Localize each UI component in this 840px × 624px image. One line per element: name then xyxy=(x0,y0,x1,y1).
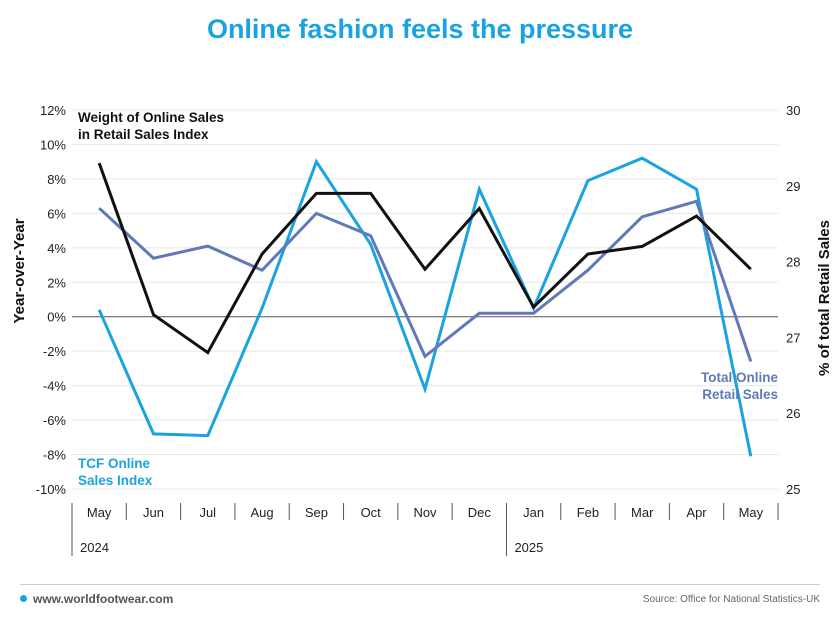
y-left-tick-label: 4% xyxy=(47,241,66,256)
y-right-tick-label: 26 xyxy=(786,406,800,421)
y-right-tick-label: 29 xyxy=(786,179,800,194)
series-labels: TCF Online Sales Index Total Online Retail … xyxy=(78,110,778,488)
gridlines xyxy=(72,109,778,490)
y-left-tick-label: 0% xyxy=(47,310,66,325)
y-left-tick-label: 10% xyxy=(40,137,66,152)
series-label-line: Retail Sales xyxy=(702,387,778,402)
y-left-tick-label: 2% xyxy=(47,275,66,290)
x-tick-label: May xyxy=(739,505,764,520)
x-tick-label: Jul xyxy=(199,505,216,520)
y-left-tick-label: -4% xyxy=(43,379,67,394)
series-label-line: Weight of Online Sales xyxy=(78,110,224,125)
series-label-line: Sales Index xyxy=(78,473,153,488)
y-left-tick-label: -8% xyxy=(43,448,67,463)
series-label: Total Online Retail Sales xyxy=(701,370,778,402)
series-label-line: Total Online xyxy=(701,370,778,385)
x-tick-label: Mar xyxy=(631,505,654,520)
footer-source: Source: Office for National Statistics-U… xyxy=(642,594,820,605)
line-chart: May Jun Jul Aug Sep Oct Nov Dec Jan Feb Mar Apr May 2… xyxy=(11,103,833,556)
y-right-tick-label: 27 xyxy=(786,330,800,345)
series-lines xyxy=(97,156,753,457)
series-label-line: in Retail Sales Index xyxy=(78,127,209,142)
x-tick-label: Jun xyxy=(143,505,164,520)
x-tick-label: Aug xyxy=(251,505,274,520)
x-tick-label: Apr xyxy=(686,505,707,520)
y-axis-left: 12% 10% 8% 6% 4% 2% 0% -2% -4% -6% -8% -10% xyxy=(36,103,67,497)
x-axis: May Jun Jul Aug Sep Oct Nov Dec Jan Feb Mar Apr May 2… xyxy=(71,503,779,556)
y-right-tick-label: 30 xyxy=(786,103,800,118)
y-left-tick-label: 12% xyxy=(40,103,66,118)
y-axis-right: 30 29 28 27 26 25 xyxy=(786,103,800,497)
x-tick-label: Feb xyxy=(577,505,599,520)
x-tick-label: Sep xyxy=(305,505,328,520)
footer-divider xyxy=(20,584,820,585)
x-tick-label: May xyxy=(87,505,112,520)
y-left-tick-label: -10% xyxy=(36,482,67,497)
footer-website[interactable]: www.worldfootwear.com xyxy=(20,592,173,606)
chart-title: Online fashion feels the pressure xyxy=(206,14,634,44)
series-label-line: TCF Online xyxy=(78,456,150,471)
year-label: 2024 xyxy=(80,540,109,555)
series-line xyxy=(97,156,753,457)
y-left-tick-label: -2% xyxy=(43,344,67,359)
series-line xyxy=(98,199,753,362)
series-label: Weight of Online Sales in Retail Sales In… xyxy=(78,110,224,142)
y-right-tick-label: 28 xyxy=(786,255,800,270)
x-tick-label: Nov xyxy=(413,505,437,520)
x-tick-label: Oct xyxy=(361,505,382,520)
series-label: TCF Online Sales Index xyxy=(78,456,153,488)
y-left-tick-label: 6% xyxy=(47,206,66,221)
series-line xyxy=(97,162,752,355)
bullet-dot-icon xyxy=(20,595,27,603)
y-axis-right-title: % of total Retail Sales xyxy=(816,220,833,376)
y-axis-left-title: Year-over-Year xyxy=(11,218,28,323)
x-tick-label: Dec xyxy=(468,505,492,520)
y-right-tick-label: 25 xyxy=(786,482,800,497)
website-link[interactable]: www.worldfootwear.com xyxy=(33,592,174,606)
x-tick-label: Jan xyxy=(523,505,544,520)
y-left-tick-label: 8% xyxy=(47,172,66,187)
year-label: 2025 xyxy=(514,540,543,555)
y-left-tick-label: -6% xyxy=(43,413,67,428)
